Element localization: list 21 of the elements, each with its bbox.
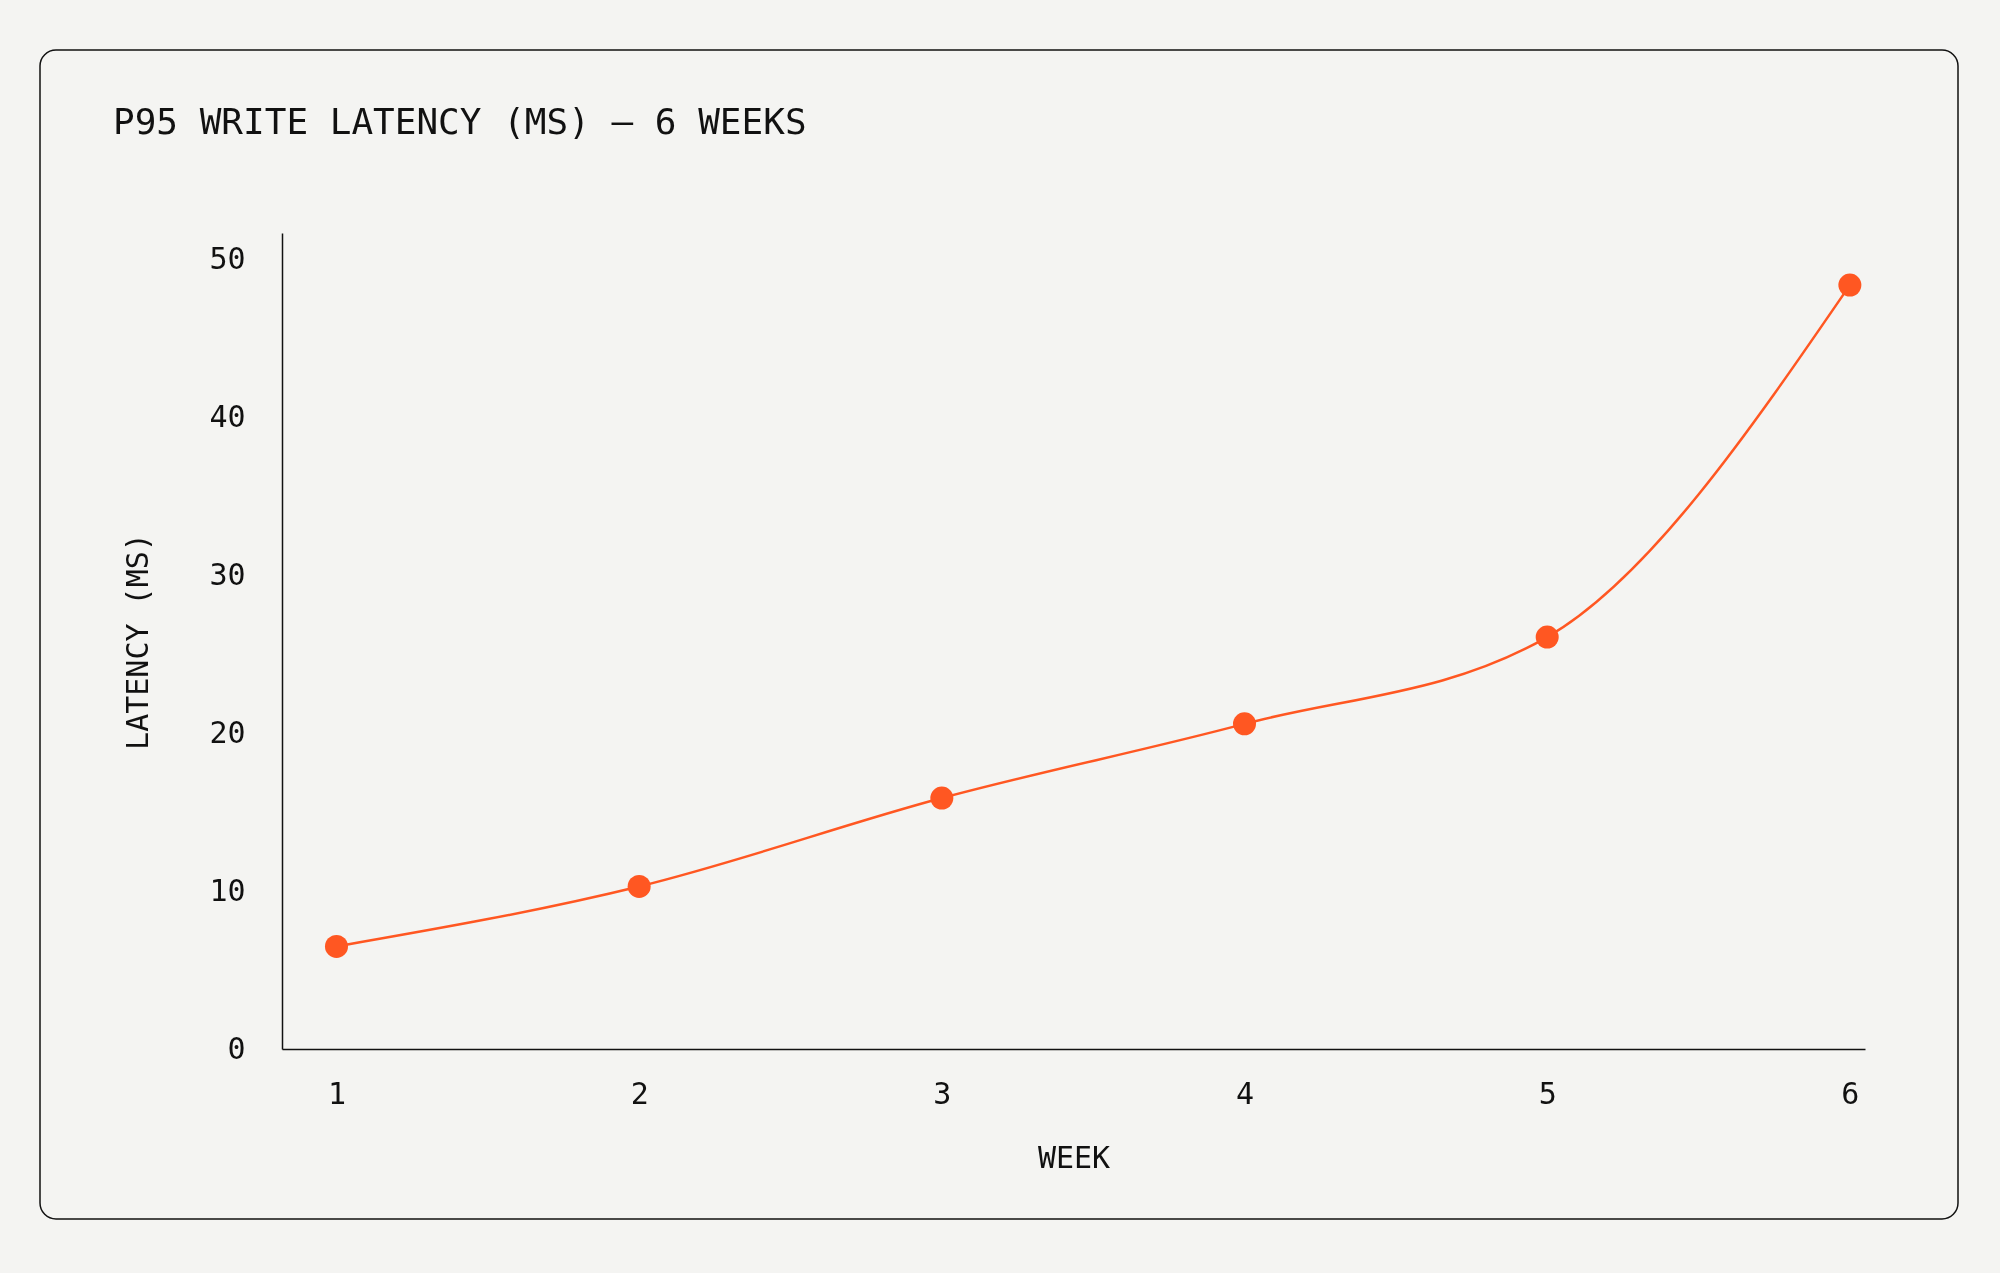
x-tick-label: 4 — [1235, 1075, 1255, 1111]
x-tick-label: 3 — [933, 1075, 952, 1111]
y-tick-label: 20 — [209, 714, 246, 750]
y-axis-title: LATENCY (MS) — [120, 533, 156, 750]
x-tick-label: 6 — [1841, 1075, 1860, 1111]
point — [324, 934, 348, 958]
x-tick-label: 1 — [327, 1075, 347, 1111]
point — [1838, 273, 1862, 297]
x-tick-label: 2 — [630, 1075, 649, 1111]
chart-title: P95 WRITE LATENCY (MS) — 6 WEEKS — [113, 101, 807, 143]
point — [1535, 625, 1559, 649]
x-axis-title: WEEK — [1037, 1139, 1111, 1175]
x-tick-label: 5 — [1538, 1075, 1557, 1111]
y-tick-label: 50 — [209, 241, 246, 277]
y-tick-label: 10 — [209, 872, 246, 908]
point — [627, 874, 651, 898]
y-tick-label: 0 — [227, 1030, 246, 1066]
y-tick-label: 30 — [209, 557, 246, 592]
y-tick-label: 40 — [209, 399, 246, 435]
point — [1233, 712, 1257, 736]
point — [930, 786, 954, 810]
